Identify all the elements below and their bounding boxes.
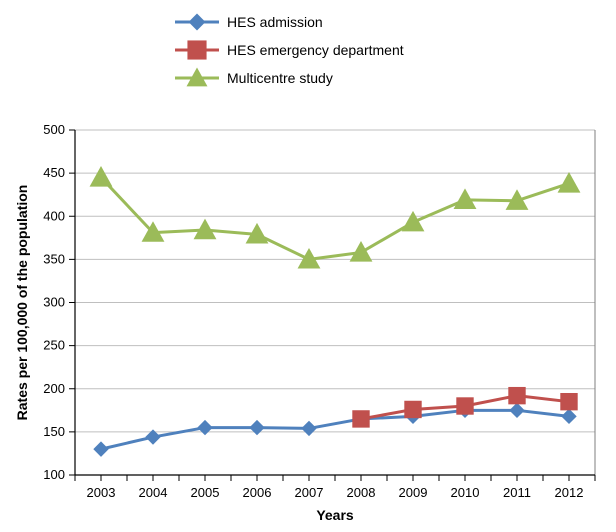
marker-square (352, 410, 369, 427)
x-tick-label: 2008 (347, 485, 376, 500)
x-tick-label: 2006 (243, 485, 272, 500)
y-tick-label: 350 (43, 251, 65, 266)
marker-square (560, 393, 577, 410)
y-tick-label: 400 (43, 208, 65, 223)
y-tick-label: 100 (43, 467, 65, 482)
x-tick-label: 2012 (555, 485, 584, 500)
y-tick-label: 150 (43, 424, 65, 439)
x-axis-label: Years (316, 507, 354, 523)
legend-item: HES admission (175, 14, 323, 31)
x-tick-label: 2011 (503, 485, 531, 500)
marker-square (508, 387, 525, 404)
x-tick-label: 2009 (399, 485, 428, 500)
y-axis-label: Rates per 100,000 of the population (14, 185, 30, 421)
x-tick-label: 2005 (191, 485, 220, 500)
line-chart: 100 150 200 250 300 350 400 450 500 2003 2004 2005 2… (0, 0, 616, 532)
legend-label: HES admission (227, 14, 323, 30)
legend-label: Multicentre study (227, 70, 333, 86)
x-tick-label: 2003 (87, 485, 116, 500)
legend-label: HES emergency department (227, 42, 404, 58)
marker-square (456, 397, 473, 414)
y-tick-label: 450 (43, 165, 65, 180)
y-tick-label: 300 (43, 295, 65, 310)
marker-square (404, 401, 421, 418)
y-tick-label: 250 (43, 338, 65, 353)
chart-svg: 100 150 200 250 300 350 400 450 500 2003 2004 2005 2… (0, 0, 616, 532)
x-tick-label: 2007 (295, 485, 324, 500)
y-tick-label: 500 (43, 122, 65, 137)
marker-square (187, 40, 206, 59)
y-tick-label: 200 (43, 381, 65, 396)
x-tick-label: 2010 (451, 485, 480, 500)
x-tick-label: 2004 (139, 485, 168, 500)
